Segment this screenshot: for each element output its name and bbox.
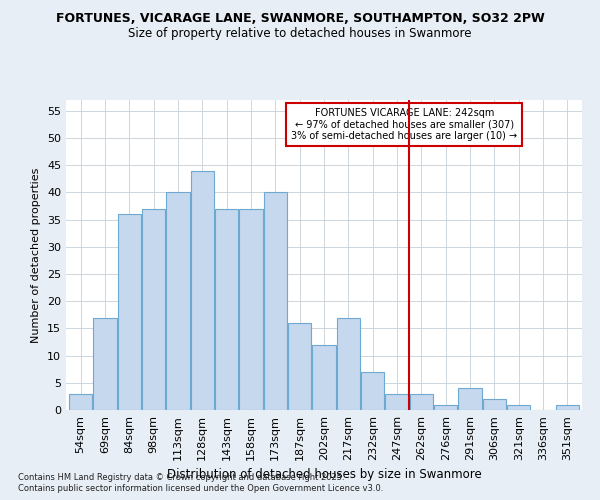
Text: FORTUNES, VICARAGE LANE, SWANMORE, SOUTHAMPTON, SO32 2PW: FORTUNES, VICARAGE LANE, SWANMORE, SOUTH…: [56, 12, 544, 26]
Bar: [142, 209, 165, 410]
Bar: [118, 214, 141, 410]
Bar: [191, 170, 214, 410]
Bar: [337, 318, 360, 410]
Bar: [458, 388, 482, 410]
Text: FORTUNES VICARAGE LANE: 242sqm
← 97% of detached houses are smaller (307)
3% of : FORTUNES VICARAGE LANE: 242sqm ← 97% of …: [291, 108, 517, 142]
Bar: [264, 192, 287, 410]
Bar: [288, 323, 311, 410]
Bar: [434, 404, 457, 410]
Bar: [410, 394, 433, 410]
Bar: [556, 404, 579, 410]
Y-axis label: Number of detached properties: Number of detached properties: [31, 168, 41, 342]
Bar: [361, 372, 384, 410]
Bar: [215, 209, 238, 410]
Bar: [166, 192, 190, 410]
Text: Size of property relative to detached houses in Swanmore: Size of property relative to detached ho…: [128, 28, 472, 40]
Bar: [385, 394, 409, 410]
X-axis label: Distribution of detached houses by size in Swanmore: Distribution of detached houses by size …: [167, 468, 481, 481]
Bar: [313, 344, 335, 410]
Bar: [94, 318, 116, 410]
Text: Contains HM Land Registry data © Crown copyright and database right 2025.: Contains HM Land Registry data © Crown c…: [18, 472, 344, 482]
Bar: [507, 404, 530, 410]
Bar: [239, 209, 263, 410]
Text: Contains public sector information licensed under the Open Government Licence v3: Contains public sector information licen…: [18, 484, 383, 493]
Bar: [483, 399, 506, 410]
Bar: [69, 394, 92, 410]
